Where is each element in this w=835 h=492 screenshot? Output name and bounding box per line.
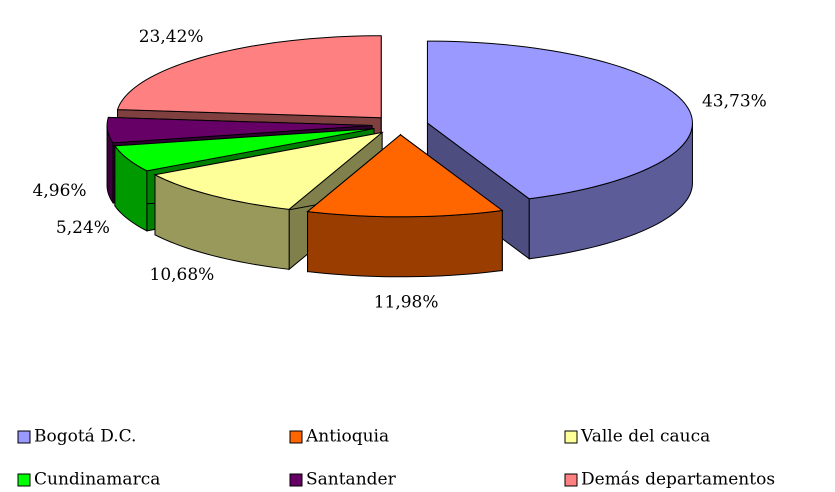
legend-swatch	[564, 473, 578, 487]
slice	[426, 40, 693, 260]
legend-swatch	[17, 473, 31, 487]
data-label: 5,24%	[56, 218, 110, 238]
legend-label: Cundinamarca	[34, 470, 160, 490]
legend-swatch	[564, 430, 578, 444]
slice-top	[106, 116, 373, 144]
slice-wall	[307, 209, 503, 278]
data-label: 43,73%	[702, 91, 767, 111]
data-label: 23,42%	[139, 27, 204, 47]
legend-swatch	[17, 430, 31, 444]
legend-swatch	[289, 430, 303, 444]
legend-label: Bogotá D.C.	[34, 427, 136, 447]
slice-top	[426, 40, 693, 200]
data-label: 11,98%	[374, 292, 439, 312]
legend-label: Valle del cauca	[580, 427, 710, 447]
legend-label: Antioquia	[305, 427, 389, 447]
slice-top	[116, 35, 382, 119]
legend-label: Santander	[306, 470, 397, 490]
data-label: 10,68%	[150, 265, 215, 285]
legend-label: Demás departamentos	[581, 470, 775, 490]
legend-swatch	[289, 473, 303, 487]
data-label: 4,96%	[33, 181, 87, 201]
slice-top	[113, 128, 375, 172]
slice-top	[153, 131, 384, 210]
slice	[306, 133, 504, 278]
slice-top	[306, 134, 504, 218]
